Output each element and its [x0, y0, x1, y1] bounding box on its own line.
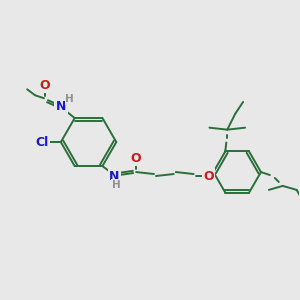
Text: O: O	[131, 152, 141, 165]
Text: H: H	[65, 94, 74, 104]
Text: H: H	[112, 180, 121, 190]
Text: O: O	[40, 79, 50, 92]
Text: N: N	[109, 169, 119, 182]
Text: O: O	[203, 169, 214, 182]
Text: Cl: Cl	[35, 136, 49, 148]
Text: N: N	[56, 100, 66, 113]
